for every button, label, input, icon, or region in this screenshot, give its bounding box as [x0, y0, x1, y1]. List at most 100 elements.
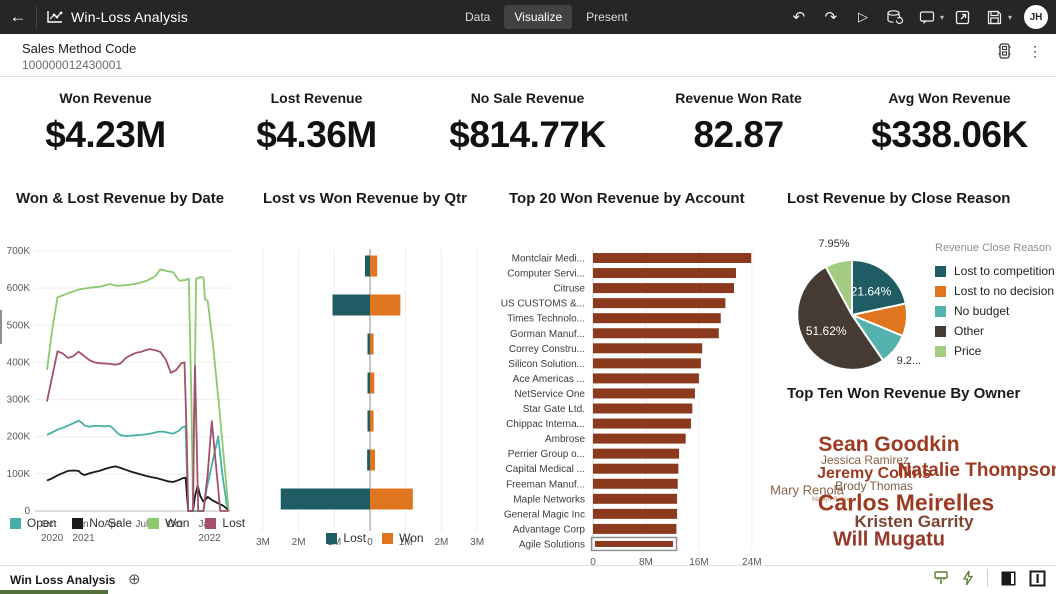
refresh-data-icon[interactable]: [882, 4, 908, 30]
legend-item-lost[interactable]: Lost: [205, 516, 245, 530]
bar-lost[interactable]: [367, 372, 370, 394]
bar-gorman-manuf-[interactable]: [593, 328, 719, 339]
filter-value[interactable]: 100000012430001: [22, 58, 123, 72]
bar-us-customs-[interactable]: [593, 298, 726, 309]
bar-correy-constru-[interactable]: [593, 343, 703, 354]
bar-star-gate-ltd-[interactable]: [593, 403, 693, 414]
bar-freeman-manuf-[interactable]: [593, 478, 678, 489]
pie-slice-other[interactable]: [796, 265, 885, 371]
canvas-tab-win-loss-analysis[interactable]: Win Loss Analysis: [0, 566, 129, 594]
bar-perrier-group-o-[interactable]: [593, 448, 680, 459]
save-caret-icon[interactable]: ▾: [1007, 12, 1012, 22]
bar-lost[interactable]: [367, 449, 370, 471]
legend-item-no-sale[interactable]: No Sale: [72, 516, 132, 530]
bar-capital-medical-[interactable]: [593, 463, 679, 474]
run-icon[interactable]: ▷: [857, 9, 868, 24]
bar-won[interactable]: [370, 294, 401, 316]
bar-won[interactable]: [370, 410, 374, 432]
axis-label: Ambrose: [545, 434, 585, 445]
cloud-word-will-mugatu[interactable]: Will Mugatu: [832, 528, 946, 551]
legend-item-lost-to-no-decision[interactable]: Lost to no decision: [935, 284, 1056, 298]
bar-chippac-interna-[interactable]: [593, 418, 691, 429]
save-icon[interactable]: [982, 4, 1008, 30]
bar-agile-solutions[interactable]: [593, 538, 676, 549]
legend-item-no-budget[interactable]: No budget: [935, 304, 1056, 318]
cloud-word-jeremy-collins[interactable]: Jeremy Collins: [817, 465, 931, 482]
undo-icon[interactable]: ↶: [792, 9, 806, 26]
bar-lost[interactable]: [367, 410, 370, 432]
back-button[interactable]: ←: [0, 0, 36, 34]
bar-advantage-corp[interactable]: [593, 523, 677, 534]
bar-netservice-one[interactable]: [593, 388, 695, 399]
legend-item-price[interactable]: Price: [935, 344, 1056, 358]
bar-computer-servi-[interactable]: [593, 268, 736, 279]
legend-item-lost-to-competition[interactable]: Lost to competition: [935, 264, 1056, 278]
kpi-lost-revenue[interactable]: Lost Revenue $4.36M: [211, 84, 422, 170]
redo-icon[interactable]: ↷: [824, 9, 838, 26]
auto-insights-icon[interactable]: [961, 570, 975, 586]
legend-item-won[interactable]: Won: [382, 531, 424, 545]
bar-lost[interactable]: [367, 333, 370, 355]
pie-slice-price[interactable]: [824, 258, 853, 316]
open-window-icon[interactable]: [950, 4, 976, 30]
selection-outline: [590, 536, 678, 552]
comment-icon[interactable]: [914, 4, 940, 30]
data-panel-toggle-icon[interactable]: [1029, 570, 1046, 587]
bar-lost[interactable]: [365, 255, 370, 277]
left-scrollbar-nub[interactable]: [0, 310, 2, 344]
kpi-avg-won-revenue[interactable]: Avg Won Revenue $338.06K: [844, 84, 1055, 170]
line-chart[interactable]: 0100K200K300K400K500K600K700KOct2020Jan2…: [0, 209, 255, 544]
series-won[interactable]: [46, 268, 230, 512]
bar-ambrose[interactable]: [593, 433, 686, 444]
bar-times-technolo-[interactable]: [593, 313, 721, 324]
legend-item-lost[interactable]: Lost: [326, 531, 366, 545]
bar-silicon-solution-[interactable]: [593, 358, 701, 369]
canvas-properties-icon[interactable]: [933, 570, 949, 586]
legend-item-won[interactable]: Won: [147, 516, 189, 530]
cloud-word-jessica-ramirez[interactable]: Jessica Ramirez: [820, 453, 910, 467]
cloud-word-kristen-garrity[interactable]: Kristen Garrity: [854, 512, 974, 531]
cloud-word-marilyn-richie[interactable]: Marilyn Richie: [812, 497, 850, 503]
series-no-sale[interactable]: [46, 465, 230, 512]
axis-label: Freeman Manuf...: [506, 479, 585, 490]
bar-won[interactable]: [370, 449, 375, 471]
slice-label: 7.95%: [818, 238, 849, 250]
pie-slice-lost-to-competition[interactable]: [851, 258, 907, 317]
bar-lost[interactable]: [280, 488, 370, 510]
word-cloud[interactable]: Sean Goodkin Jessica Ramirez Jeremy Collin…: [770, 402, 1056, 552]
bar-won[interactable]: [370, 255, 378, 277]
top20-bar-chart[interactable]: 0 8M 16M 24M Montclair Medi... Computer Servi…: [495, 209, 775, 568]
tab-present[interactable]: Present: [586, 10, 628, 24]
pie-chart[interactable]: 21.64% 9.2... 51.62% 7.95%: [775, 207, 1056, 377]
bar-lost[interactable]: [332, 294, 370, 316]
bar-maple-networks[interactable]: [593, 493, 678, 504]
bar-won[interactable]: [370, 372, 375, 394]
legend-item-open[interactable]: Open: [9, 516, 56, 530]
diverging-bar-chart[interactable]: 3M2M1M01M2M3M: [255, 209, 495, 549]
cloud-word-natalie-thompson[interactable]: Natalie Thompson: [897, 460, 1056, 481]
tab-visualize[interactable]: Visualize: [504, 5, 573, 29]
series-lost[interactable]: [46, 348, 229, 512]
filter-controls-icon[interactable]: [997, 42, 1012, 60]
kpi-revenue-won-rate[interactable]: Revenue Won Rate 82.87: [633, 84, 844, 170]
bar-montclair-medi-[interactable]: [593, 253, 752, 263]
comment-caret-icon[interactable]: ▾: [939, 12, 944, 22]
add-canvas-icon[interactable]: ⊕: [128, 571, 141, 588]
kpi-won-revenue[interactable]: Won Revenue $4.23M: [0, 84, 211, 170]
tab-data[interactable]: Data: [465, 10, 491, 24]
bar-citruse[interactable]: [593, 283, 735, 294]
bar-ace-americas-[interactable]: [593, 373, 699, 384]
cloud-word-brody-thomas[interactable]: Brody Thomas: [835, 479, 913, 493]
bar-general-magic-inc[interactable]: [593, 508, 678, 519]
grammar-panel-toggle-icon[interactable]: [1000, 570, 1017, 587]
bar-won[interactable]: [370, 488, 413, 510]
avatar[interactable]: JH: [1024, 5, 1048, 29]
bar-won[interactable]: [370, 333, 374, 355]
legend-item-other[interactable]: Other: [935, 324, 1056, 338]
kebab-menu-icon[interactable]: ⋮: [1028, 43, 1042, 59]
cloud-word-carlos-meirelles[interactable]: Carlos Meirelles: [817, 489, 995, 516]
filter-label[interactable]: Sales Method Code: [22, 41, 137, 56]
cloud-word-mary-renola[interactable]: Mary Renola: [770, 482, 844, 498]
kpi-no-sale-revenue[interactable]: No Sale Revenue $814.77K: [422, 84, 633, 170]
cloud-word-sean-goodkin[interactable]: Sean Goodkin: [818, 433, 960, 456]
